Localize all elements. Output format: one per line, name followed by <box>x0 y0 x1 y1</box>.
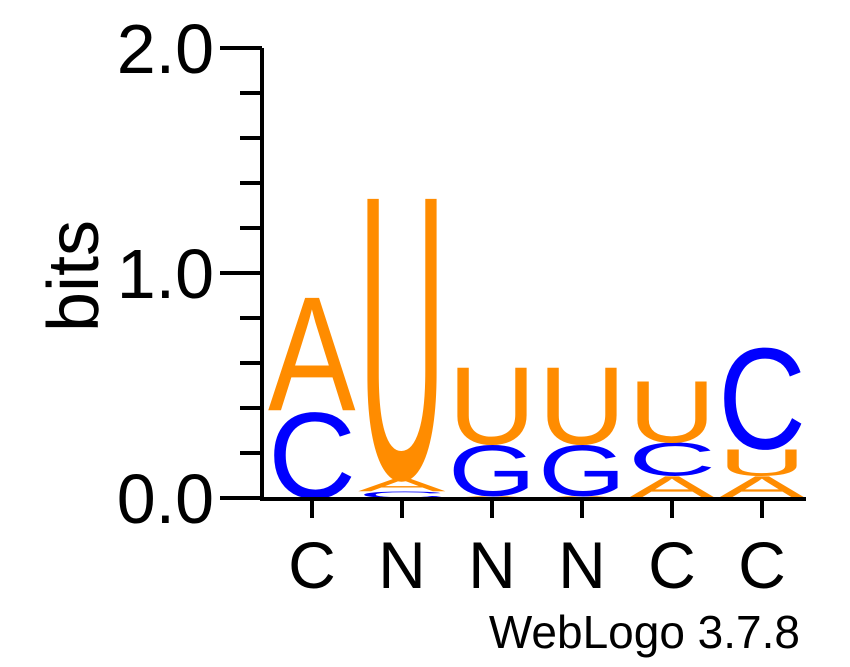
x-tick-label: C <box>648 528 696 602</box>
x-tick-label: C <box>288 528 336 602</box>
logo-letter-u: U <box>448 345 536 468</box>
y-tick-label: 2.0 <box>117 10 214 88</box>
x-tick-label: C <box>738 528 786 602</box>
logo-letter-u: U <box>628 362 716 461</box>
logo-letter-a: A <box>268 264 356 446</box>
logo-letter-a: A <box>358 474 446 495</box>
weblogo-credit: WebLogo 3.7.8 <box>489 606 800 658</box>
x-tick-label: N <box>468 528 516 602</box>
y-axis-label: bits <box>34 220 114 332</box>
logo-letter-u: U <box>358 112 446 564</box>
logo-letter-a: A <box>538 495 626 499</box>
y-axis: 0.0 1.0 2.0 <box>117 10 264 538</box>
logo-letter-c: C <box>358 490 446 500</box>
x-tick-label: N <box>558 528 606 602</box>
logo-letter-u: U <box>718 442 806 484</box>
logo-letter-c: C <box>718 319 806 480</box>
y-tick-label: 0.0 <box>117 460 214 538</box>
logo-letter-u: U <box>538 345 626 468</box>
logo-letter-a: A <box>448 495 536 499</box>
y-tick-label: 1.0 <box>117 235 214 313</box>
logo-letter-c: C <box>628 433 716 486</box>
x-tick-label: N <box>378 528 426 602</box>
